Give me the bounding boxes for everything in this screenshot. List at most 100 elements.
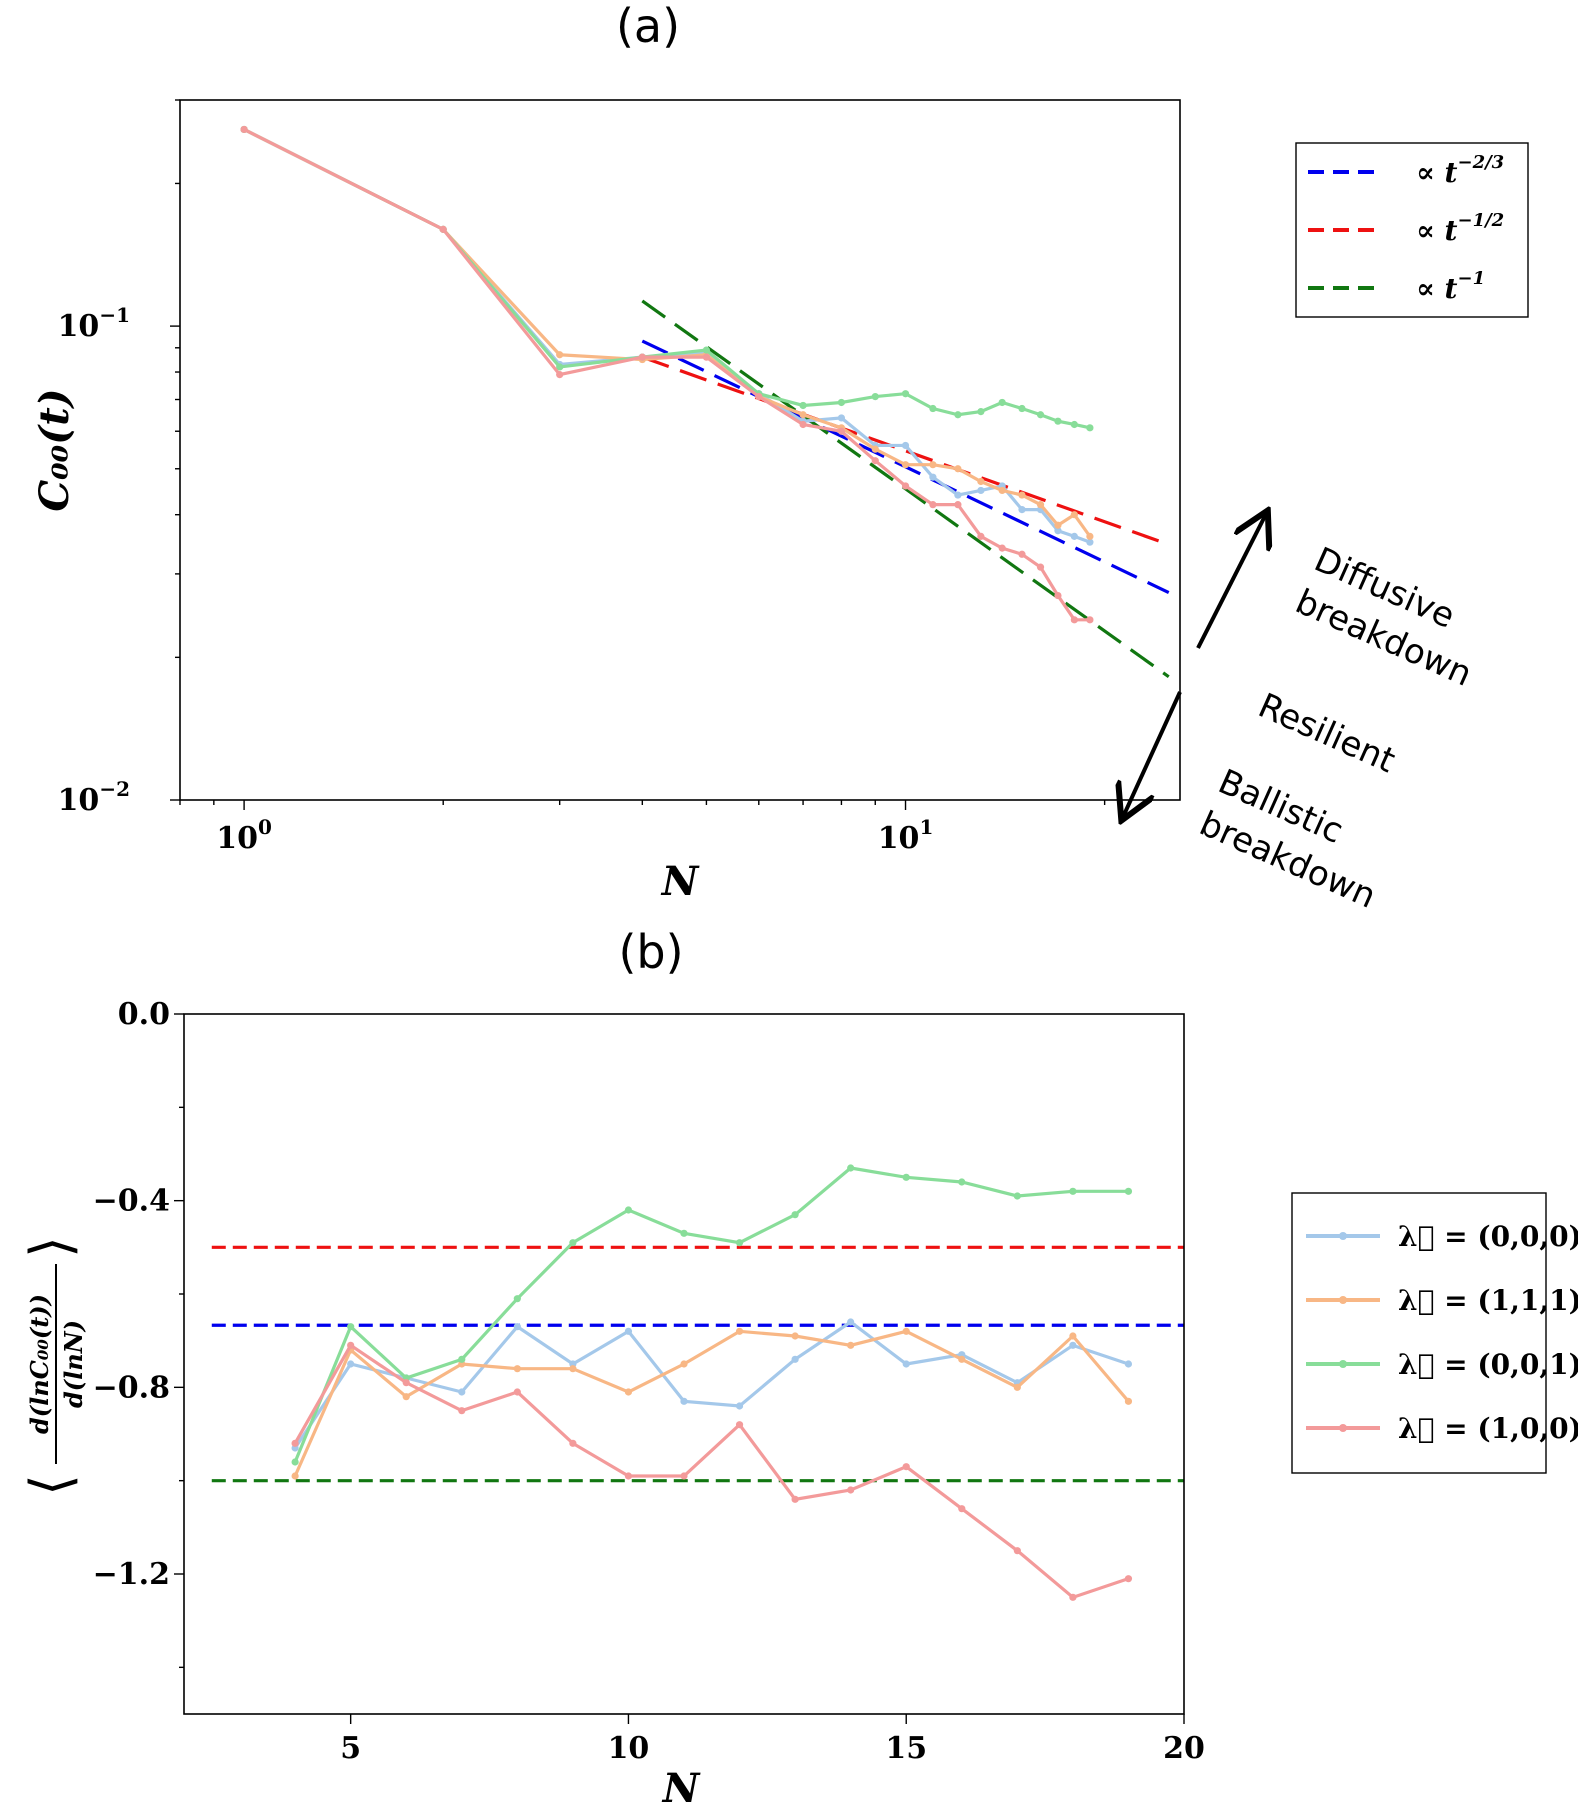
panel-a-axes-frame [179, 99, 1181, 801]
panel-b-series-2-point [847, 1164, 855, 1172]
panel-b-series-2-point [958, 1178, 966, 1186]
panel-b-series-3-point [902, 1463, 910, 1471]
panel-b-series-2-point [347, 1323, 355, 1331]
panel-a-series-1-point [998, 486, 1006, 495]
panel-a-series-1-point [1054, 521, 1062, 529]
panel-b-series-0-point [680, 1397, 688, 1405]
panel-a-legend-label: ∝ t−1 [1416, 268, 1485, 305]
panel-a-series-1-point [1086, 532, 1094, 540]
panel-b-series-1-point [902, 1327, 910, 1335]
panel-b-series-0-point [624, 1327, 633, 1335]
panel-a-series-3-point [556, 371, 564, 379]
panel-b-series-2-point [902, 1173, 910, 1181]
panel-b-series [291, 1164, 1133, 1601]
panel-b-series-2-point [458, 1355, 466, 1363]
panel-a-ytick-label: 10−2 [58, 777, 130, 818]
panel-b-ytick-label: −0.4 [93, 1184, 170, 1219]
panel-a-series-3-point [1086, 616, 1094, 624]
panel-b-legend-label: λ⃗ = (1,1,1) [1398, 1284, 1578, 1317]
panel-b-series-0-point [791, 1355, 799, 1363]
panel-b-xtick-label: 10 [608, 1731, 650, 1766]
panel-b-reference-lines [211, 1245, 1184, 1483]
panel-b-series-2-point [624, 1206, 633, 1214]
panel-a-series-3-point [638, 353, 646, 361]
panel-b-ytick-label: −0.8 [93, 1370, 170, 1405]
panel-a-series-line-1 [243, 128, 1092, 538]
panel-b-series-2-point [513, 1295, 521, 1303]
panel-b-series-3-point [458, 1407, 466, 1415]
panel-a-series-2-point [871, 392, 879, 401]
panel-b-series-3-point [791, 1495, 799, 1503]
panel-a-series-1-point [929, 461, 937, 469]
panel-b-series-1-point [513, 1365, 521, 1373]
panel-a-series-0-point [954, 491, 962, 499]
panel-b-series-2-point [791, 1211, 799, 1219]
panel-a-series-2-point [1086, 424, 1094, 432]
panel-a-series-2-point [1070, 420, 1078, 429]
panel-b-series-3-point [291, 1439, 299, 1447]
panel-a-series-2-point [929, 404, 937, 413]
panel-b-series-0-point [347, 1360, 355, 1368]
panel-a-series-3-point [1018, 550, 1026, 558]
panel-b-series-1-point [847, 1341, 855, 1349]
diffusive-arrow [1196, 514, 1266, 649]
panel-b-legend-label: λ⃗ = (0,0,1) [1398, 1348, 1578, 1381]
panel-b-legend-label: λ⃗ = (1,0,0) [1398, 1412, 1578, 1445]
panel-b-legend-marker [1339, 1424, 1347, 1432]
panel-a-series-2-point [702, 346, 711, 354]
panel-b-series-3-point [1069, 1593, 1077, 1601]
panel-b-series-1-point [291, 1472, 299, 1480]
panel-a-xlabel: N [660, 858, 700, 905]
panel-a-series-3-point [1070, 616, 1078, 624]
panel-a-series-3-point [998, 544, 1006, 552]
panel-a-series-1-point [556, 351, 564, 359]
panel-a-series-3-point [929, 501, 937, 509]
panel-b-series-3-point [735, 1421, 744, 1429]
panel-a-series [240, 125, 1094, 624]
annotation-resilient: Resilient [1252, 686, 1401, 781]
panel-b-series-2-point [1069, 1187, 1077, 1195]
ylabel-left-bracket: ⟨ [19, 1474, 84, 1496]
panel-a-series-line-3 [243, 128, 1090, 622]
panel-b-series-1-point [735, 1327, 744, 1335]
panel-a-series-3-point [954, 501, 962, 509]
panel-a-legend-label: ∝ t−1/2 [1416, 210, 1504, 247]
panel-a-series-3-point [1036, 563, 1045, 571]
fit-line-red [641, 355, 1170, 547]
panel-a-series-0-point [1054, 527, 1062, 535]
panel-a-series-3-point [755, 392, 763, 401]
panel-b-series-3-point [402, 1379, 410, 1387]
panel-b-series-1-point [1069, 1332, 1077, 1340]
panel-b-series-2-point [735, 1239, 744, 1247]
panel-a: (a) 100 101 10−2 10−1 N C₀₀(t) ∝ t−2/3 ∝ t−1… [31, 0, 1529, 917]
panel-a-series-1-point [954, 465, 962, 473]
panel-b-series-0-point [902, 1360, 910, 1368]
panel-b-series-line-0 [293, 1320, 1129, 1449]
panel-a-series-3-point [977, 532, 985, 540]
panel-a-xtick-label: 101 [878, 815, 934, 856]
panel-b-ticks: 5 10 15 20 0.0 −0.4 −0.8 −1.2 [93, 997, 1205, 1766]
panel-b-series-3-point [624, 1472, 633, 1480]
annotation-diffusive: Diffusive breakdown [1290, 540, 1478, 695]
panel-b-legend-label: λ⃗ = (0,0,0) [1398, 1220, 1578, 1253]
panel-b-xtick-label: 5 [340, 1731, 361, 1766]
panel-b-series-1-point [1124, 1397, 1133, 1405]
panel-a-series-0-point [977, 486, 985, 495]
panel-b-axes-frame [183, 1013, 1185, 1715]
panel-b-series-1-point [958, 1355, 966, 1363]
panel-b-series-0-point [513, 1323, 521, 1331]
panel-b-series-0-point [1124, 1360, 1133, 1368]
panel-b-series-1-point [624, 1388, 633, 1396]
panel-a-series-1-point [901, 461, 910, 469]
panel-a-series-2-point [837, 398, 846, 407]
panel-b-series-2-point [569, 1239, 577, 1247]
panel-b-xtick-label: 15 [885, 1731, 927, 1766]
panel-a-series-1-point [799, 411, 807, 419]
panel-a-series-1-point [1018, 491, 1026, 499]
panel-b-series-0-point [458, 1388, 466, 1396]
panel-a-series-3-point [439, 225, 447, 233]
panel-a-series-1-point [871, 445, 879, 453]
panel-b-series-3-point [847, 1486, 855, 1494]
panel-b-series-1-point [402, 1393, 410, 1401]
